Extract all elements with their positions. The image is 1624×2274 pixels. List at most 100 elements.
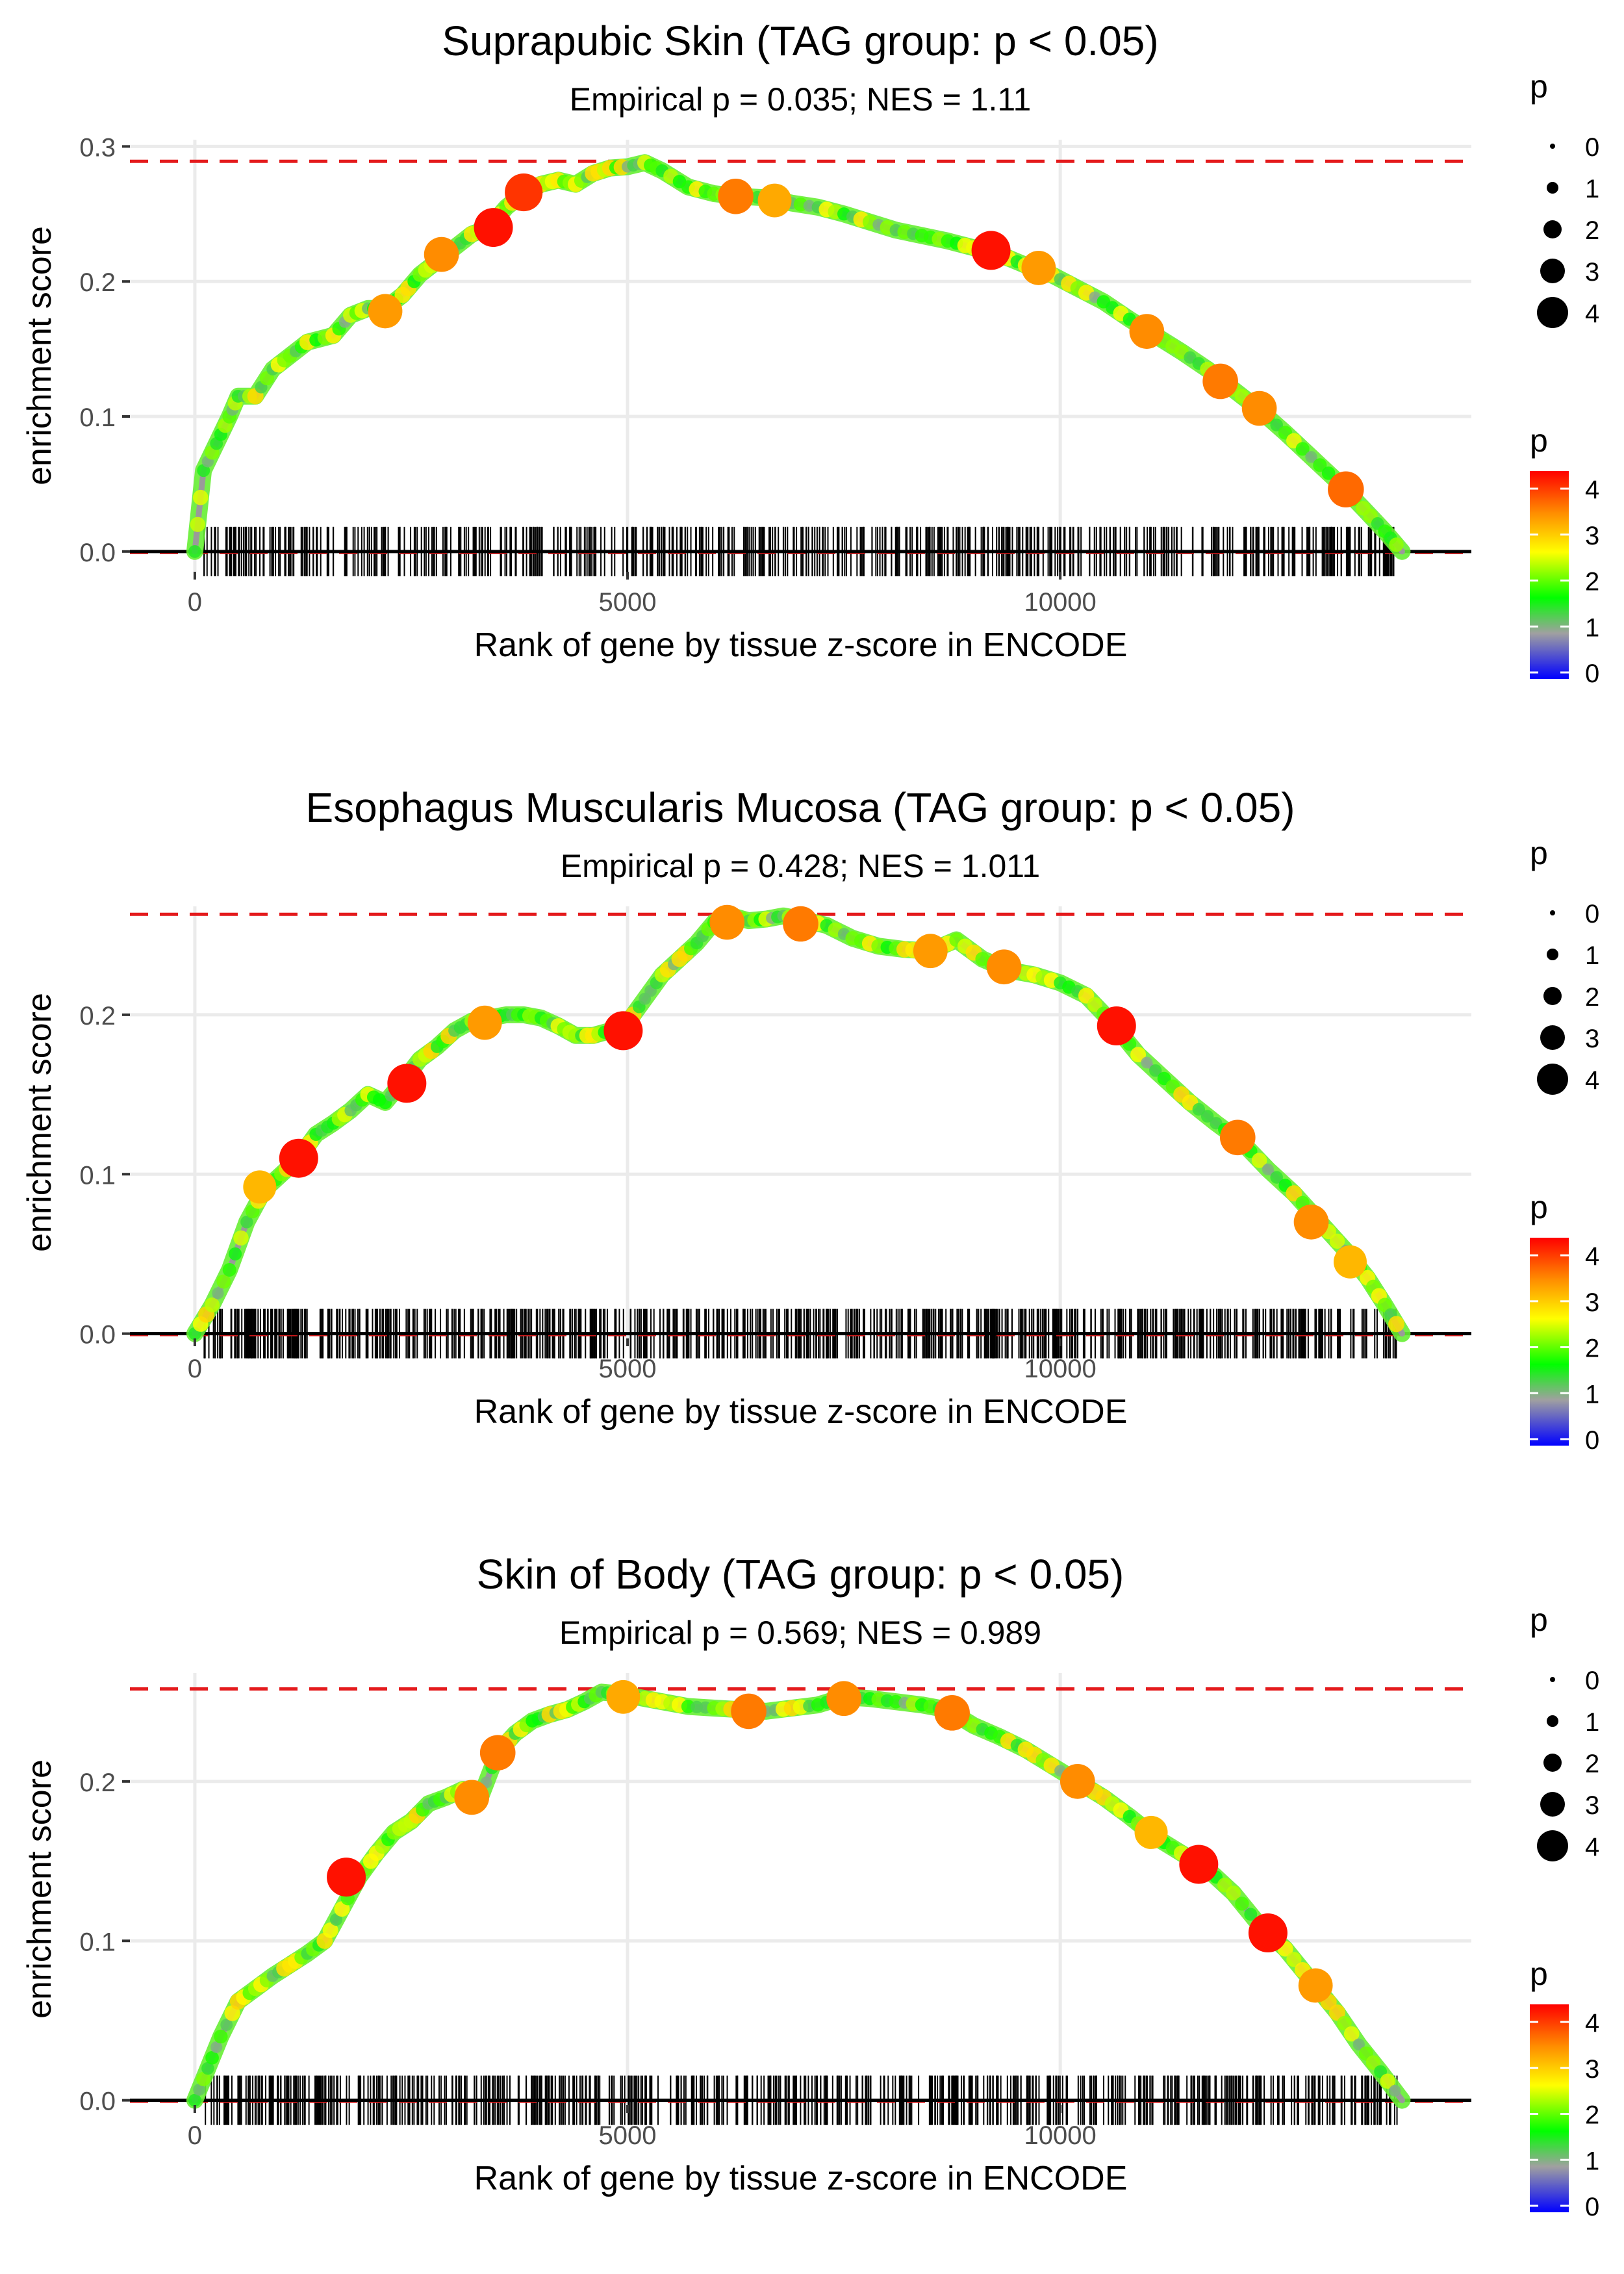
- highlight-point: [1219, 1119, 1256, 1156]
- curve-point: [1286, 1952, 1302, 1967]
- curve-point: [1389, 2084, 1401, 2097]
- color-legend-label: 4: [1585, 2009, 1599, 2038]
- curve-point: [216, 1274, 231, 1289]
- color-legend-label: 0: [1585, 2193, 1599, 2221]
- color-legend-label: 3: [1585, 522, 1599, 550]
- highlight-point: [1179, 1845, 1219, 1884]
- curve-point: [1157, 1071, 1171, 1086]
- curve-point: [1389, 537, 1404, 552]
- curve-point: [188, 2093, 201, 2107]
- curve-point: [240, 1216, 253, 1229]
- highlight-point: [826, 1681, 861, 1717]
- curve-point: [1262, 1163, 1275, 1175]
- curve-point: [196, 2071, 211, 2086]
- size-legend: p 0 1 2 3 4: [1530, 68, 1599, 328]
- highlight-point: [368, 294, 403, 329]
- curve-point: [205, 2050, 219, 2065]
- curve-point: [1192, 1103, 1206, 1116]
- size-legend-label: 4: [1585, 300, 1599, 328]
- highlight-point: [454, 1780, 490, 1815]
- size-legend-dot: [1547, 182, 1558, 194]
- curve-point: [233, 1230, 249, 1246]
- color-legend: p 0 1 2 3 4: [1530, 1956, 1599, 2221]
- size-legend-dot: [1543, 1754, 1562, 1772]
- curve-point: [1087, 997, 1103, 1012]
- highlight-point: [1293, 1205, 1329, 1240]
- x-tick-label: 5000: [599, 1355, 657, 1383]
- size-legend-dot: [1537, 1064, 1568, 1095]
- highlight-point: [1298, 1968, 1333, 2003]
- y-tick-label: 0.0: [79, 1321, 116, 1349]
- size-legend-dot: [1547, 1715, 1558, 1727]
- size-legend-label: 1: [1585, 941, 1599, 970]
- color-legend-label: 0: [1585, 659, 1599, 688]
- color-legend: p 0 1 2 3 4: [1530, 1189, 1599, 1455]
- size-legend: p 0 1 2 3 4: [1530, 1602, 1599, 1861]
- x-tick-label: 10000: [1024, 2121, 1097, 2150]
- chart-title: Skin of Body (TAG group: p < 0.05): [477, 1551, 1124, 1598]
- size-legend-dot: [1540, 259, 1565, 283]
- highlight-point: [1328, 471, 1364, 507]
- curve-point: [222, 1262, 236, 1277]
- size-legend-dot: [1540, 1792, 1565, 1817]
- x-tick-label: 0: [188, 588, 202, 617]
- x-axis-title: Rank of gene by tissue z-score in ENCODE: [474, 2160, 1128, 2197]
- curve-point: [1329, 1233, 1345, 1249]
- chart-subtitle: Empirical p = 0.035; NES = 1.11: [570, 81, 1032, 118]
- curve-point: [214, 2029, 228, 2044]
- highlight-point: [327, 1858, 366, 1897]
- curve-point: [205, 1297, 220, 1313]
- curve-point: [1352, 2038, 1365, 2050]
- curve-point: [322, 1922, 338, 1938]
- size-legend-label: 2: [1585, 983, 1599, 1012]
- highlight-point: [474, 208, 513, 248]
- curve-point: [1377, 1297, 1392, 1312]
- y-tick-label: 0.2: [79, 1769, 116, 1797]
- color-legend-title: p: [1530, 1956, 1548, 1992]
- size-legend-label: 0: [1585, 900, 1599, 928]
- curve-point: [1149, 1064, 1162, 1077]
- y-tick-label: 0.3: [79, 133, 116, 162]
- size-legend-label: 0: [1585, 1667, 1599, 1695]
- y-tick-label: 0.0: [79, 2088, 116, 2116]
- x-tick-label: 10000: [1024, 588, 1097, 617]
- curve-point: [1365, 2055, 1381, 2070]
- color-legend-label: 1: [1585, 2147, 1599, 2175]
- color-legend-label: 1: [1585, 1380, 1599, 1409]
- color-legend: p 0 1 2 3 4: [1530, 422, 1599, 688]
- size-legend-label: 3: [1585, 1791, 1599, 1820]
- y-tick-label: 0.2: [79, 268, 116, 297]
- es-curve-halo: [186, 1683, 1411, 2109]
- highlight-point: [913, 934, 948, 969]
- x-tick-label: 5000: [599, 2121, 657, 2150]
- size-legend-title: p: [1530, 1602, 1548, 1638]
- chart-subtitle: Empirical p = 0.569; NES = 0.989: [559, 1615, 1041, 1651]
- size-legend-dot: [1550, 144, 1555, 149]
- highlight-point: [934, 1695, 970, 1731]
- highlight-point: [279, 1138, 318, 1178]
- color-legend-label: 2: [1585, 568, 1599, 596]
- curve-points: [188, 908, 1404, 1340]
- highlight-point: [718, 178, 754, 214]
- size-legend-label: 0: [1585, 133, 1599, 162]
- color-legend-label: 3: [1585, 2055, 1599, 2084]
- size-legend-title: p: [1530, 68, 1548, 105]
- size-legend-dot: [1543, 987, 1562, 1005]
- highlight-point: [505, 173, 543, 212]
- y-tick-label: 0.0: [79, 539, 116, 567]
- curve-points: [188, 155, 1404, 558]
- curve-point: [193, 2083, 205, 2096]
- curve-point: [1130, 1047, 1147, 1063]
- color-legend-title: p: [1530, 1189, 1548, 1225]
- curve-point: [212, 1287, 224, 1299]
- x-tick-label: 10000: [1024, 1355, 1097, 1383]
- size-legend-label: 2: [1585, 1750, 1599, 1778]
- size-legend-label: 3: [1585, 1025, 1599, 1053]
- size-legend-dot: [1547, 949, 1558, 960]
- curve-point: [1235, 1897, 1249, 1911]
- y-tick-label: 0.2: [79, 1002, 116, 1030]
- size-legend-dot: [1550, 910, 1555, 915]
- chart-title: Esophagus Muscularis Mucosa (TAG group: …: [305, 784, 1295, 831]
- y-tick-label: 0.1: [79, 403, 116, 432]
